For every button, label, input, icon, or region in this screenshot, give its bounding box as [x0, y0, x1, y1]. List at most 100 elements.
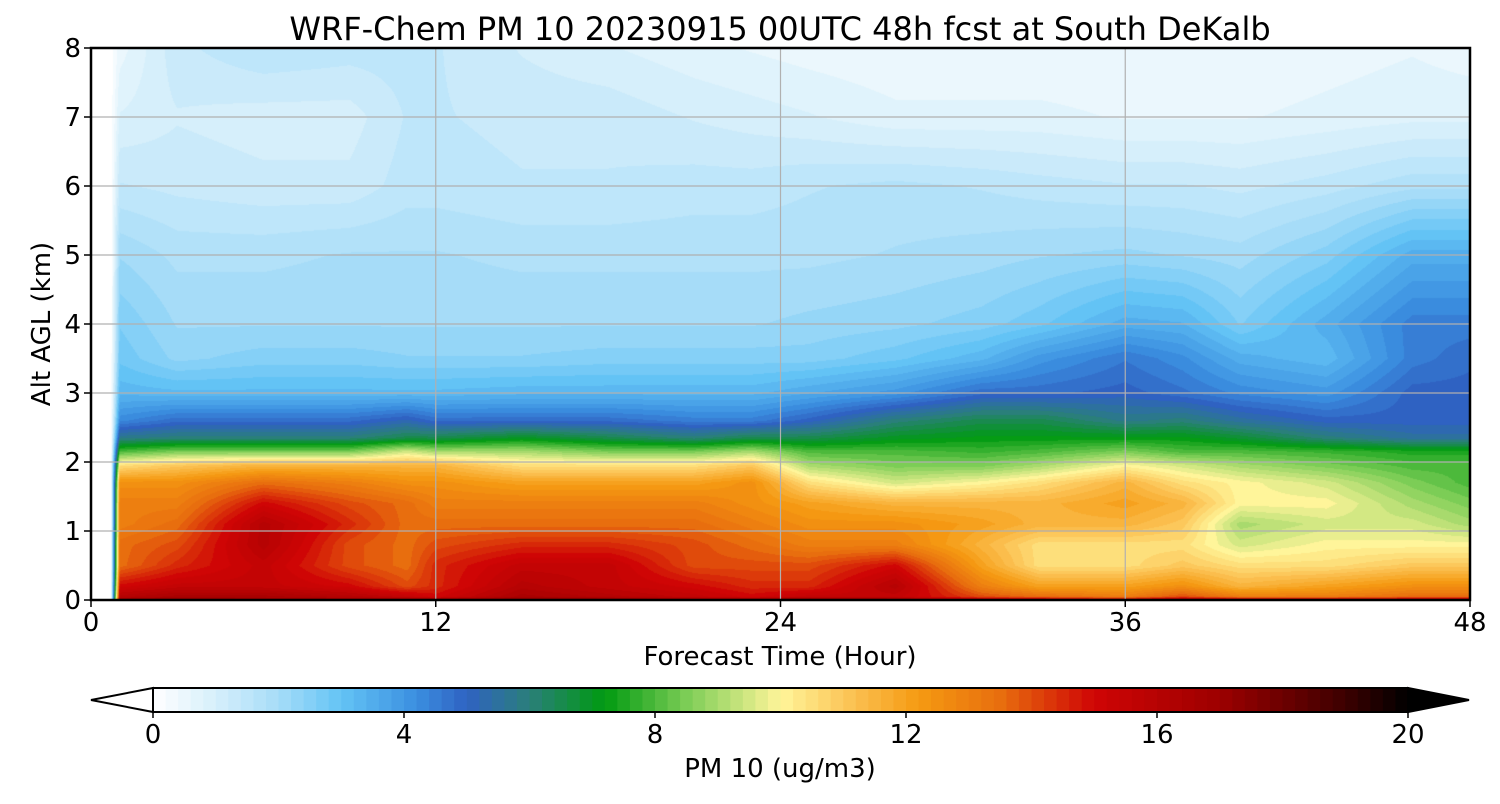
- chart-title: WRF-Chem PM 10 20230915 00UTC 48h fcst a…: [289, 10, 1270, 48]
- x-tick-label: 0: [83, 608, 100, 638]
- colorbar-swatch: [843, 688, 857, 712]
- x-tick-label: 24: [764, 608, 797, 638]
- colorbar-swatch: [153, 688, 167, 712]
- colorbar-swatch: [353, 688, 367, 712]
- colorbar-swatch: [391, 688, 405, 712]
- colorbar-swatch: [1056, 688, 1070, 712]
- colorbar-swatch: [253, 688, 267, 712]
- colorbar-swatch: [265, 688, 280, 712]
- colorbar-swatch: [968, 688, 982, 712]
- colorbar-swatch: [1094, 688, 1108, 712]
- colorbar-swatch: [416, 688, 430, 712]
- colorbar-swatch: [240, 688, 254, 712]
- colorbar-swatch: [1357, 688, 1371, 712]
- colorbar-swatch: [642, 688, 656, 712]
- y-axis-label: Alt AGL (km): [27, 242, 57, 406]
- colorbar-swatch: [291, 688, 305, 712]
- colorbar-swatch: [1219, 688, 1233, 712]
- colorbar-swatch: [303, 688, 317, 712]
- colorbar-swatch: [1044, 688, 1058, 712]
- colorbar-swatch: [730, 688, 744, 712]
- colorbar-swatch: [1194, 688, 1208, 712]
- colorbar: 0 4 8 12 16 20: [90, 686, 1470, 750]
- colorbar-swatch: [830, 688, 844, 712]
- colorbar-swatch: [1069, 688, 1083, 712]
- y-tick-label: 5: [64, 241, 81, 271]
- colorbar-swatch: [529, 688, 543, 712]
- colorbar-swatch: [1119, 688, 1133, 712]
- x-tick-label: 36: [1109, 608, 1142, 638]
- colorbar-swatch: [579, 688, 593, 712]
- colorbar-swatch: [793, 688, 807, 712]
- colorbar-swatch: [1307, 688, 1321, 712]
- colorbar-swatch: [404, 688, 418, 712]
- colorbar-swatch: [316, 688, 330, 712]
- colorbar-swatch: [956, 688, 970, 712]
- colorbar-swatch: [592, 688, 606, 712]
- y-tick-label: 2: [64, 448, 81, 478]
- colorbar-swatch: [1182, 688, 1196, 712]
- colorbar-swatch: [215, 688, 229, 712]
- colorbar-swatch: [880, 688, 895, 712]
- colorbar-tick-label: 4: [396, 720, 413, 750]
- colorbar-frame: [152, 687, 1409, 713]
- colorbar-label: PM 10 (ug/m3): [684, 754, 876, 784]
- colorbar-swatch: [1370, 688, 1384, 712]
- colorbar-swatch: [542, 688, 556, 712]
- colorbar-swatch: [328, 688, 342, 712]
- colorbar-extend-min: [90, 686, 154, 714]
- colorbar-swatch: [178, 688, 192, 712]
- colorbar-swatch: [190, 688, 204, 712]
- y-axis-ticks: 0 1 2 3 4 5 6 7 8: [64, 34, 91, 616]
- colorbar-swatch: [893, 688, 907, 712]
- colorbar-swatch: [491, 688, 505, 712]
- colorbar-swatch: [466, 688, 480, 712]
- y-tick-label: 4: [64, 310, 81, 340]
- colorbar-swatch: [906, 688, 920, 712]
- colorbar-swatch: [278, 688, 292, 712]
- colorbar-swatch: [604, 688, 618, 712]
- colorbar-swatch: [1106, 688, 1120, 712]
- colorbar-swatch: [981, 688, 995, 712]
- colorbar-swatch: [504, 688, 518, 712]
- x-tick-label: 12: [419, 608, 452, 638]
- colorbar-swatch: [818, 688, 832, 712]
- colorbar-swatch: [554, 688, 568, 712]
- colorbar-tick-label: 12: [889, 720, 922, 750]
- colorbar-swatch: [1382, 688, 1397, 712]
- colorbar-swatch: [1232, 688, 1246, 712]
- colorbar-swatch: [1131, 688, 1146, 712]
- colorbar-swatch: [516, 688, 531, 712]
- colorbar-swatch: [1207, 688, 1221, 712]
- colorbar-swatch: [1144, 688, 1158, 712]
- colorbar-swatch: [441, 688, 455, 712]
- colorbar-swatch: [1081, 688, 1095, 712]
- colorbar-swatch: [805, 688, 819, 712]
- colorbar-swatch: [855, 688, 869, 712]
- colorbar-swatch: [868, 688, 882, 712]
- colorbar-swatch: [617, 688, 631, 712]
- colorbar-swatch: [1332, 688, 1346, 712]
- x-axis-ticks: 0 12 24 36 48: [83, 600, 1487, 638]
- colorbar-swatch: [1006, 688, 1020, 712]
- colorbar-swatch: [692, 688, 706, 712]
- colorbar-swatch: [1031, 688, 1045, 712]
- colorbar-swatch: [1018, 688, 1033, 712]
- colorbar-swatch: [993, 688, 1007, 712]
- x-tick-label: 48: [1453, 608, 1486, 638]
- colorbar-swatch: [1320, 688, 1334, 712]
- colorbar-swatch: [567, 688, 581, 712]
- colorbar-swatch: [228, 688, 242, 712]
- colorbar-swatch: [1295, 688, 1309, 712]
- y-tick-label: 6: [64, 172, 81, 202]
- colorbar-swatch: [1169, 688, 1183, 712]
- colorbar-swatch: [429, 688, 443, 712]
- colorbar-swatch: [1257, 688, 1271, 712]
- colorbar-swatch: [366, 688, 380, 712]
- colorbar-swatch: [918, 688, 932, 712]
- y-tick-label: 0: [64, 586, 81, 616]
- colorbar-swatch: [667, 688, 681, 712]
- colorbar-swatch: [1282, 688, 1296, 712]
